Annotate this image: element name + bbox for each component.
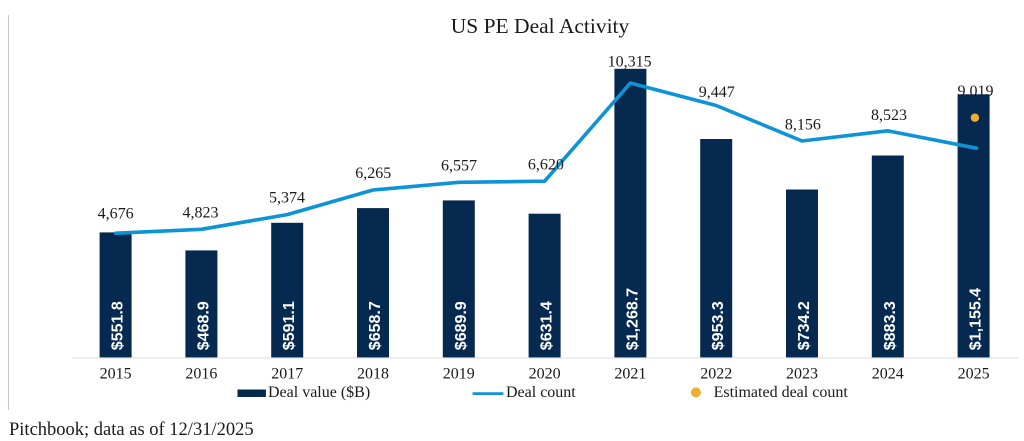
svg-text:$1,268.7: $1,268.7 [624, 288, 641, 350]
svg-text:6,265: 6,265 [355, 165, 391, 182]
svg-text:$591.1: $591.1 [281, 301, 298, 350]
svg-text:8,523: 8,523 [871, 107, 907, 124]
svg-text:2023: 2023 [786, 366, 818, 383]
svg-text:Deal count: Deal count [506, 384, 576, 401]
svg-text:$631.4: $631.4 [539, 301, 556, 350]
svg-text:$468.9: $468.9 [195, 301, 212, 350]
svg-text:$883.3: $883.3 [882, 301, 899, 350]
svg-text:$953.3: $953.3 [710, 301, 727, 350]
svg-text:2019: 2019 [443, 366, 475, 383]
svg-text:$1,155.4: $1,155.4 [968, 288, 985, 350]
svg-text:4,676: 4,676 [98, 206, 134, 223]
svg-text:8,156: 8,156 [785, 117, 821, 134]
svg-text:2020: 2020 [529, 366, 561, 383]
svg-text:2015: 2015 [100, 366, 132, 383]
svg-text:6,620: 6,620 [528, 157, 564, 174]
svg-text:Estimated deal count: Estimated deal count [714, 384, 849, 401]
svg-text:2024: 2024 [872, 366, 904, 383]
svg-text:Pitchbook; data as of 12/31/20: Pitchbook; data as of 12/31/2025 [9, 420, 254, 440]
svg-text:2022: 2022 [700, 366, 732, 383]
svg-text:10,315: 10,315 [608, 53, 652, 70]
svg-text:2025: 2025 [958, 366, 990, 383]
svg-text:9,019: 9,019 [958, 83, 994, 100]
svg-text:$551.8: $551.8 [110, 301, 127, 350]
svg-text:2018: 2018 [357, 366, 389, 383]
svg-text:5,374: 5,374 [269, 190, 305, 207]
svg-text:2021: 2021 [614, 366, 646, 383]
svg-text:9,447: 9,447 [699, 84, 735, 101]
svg-text:4,823: 4,823 [183, 205, 219, 222]
svg-text:$734.2: $734.2 [796, 301, 813, 350]
svg-text:Deal value ($B): Deal value ($B) [268, 384, 370, 401]
svg-text:$689.9: $689.9 [453, 301, 470, 350]
svg-text:$658.7: $658.7 [367, 301, 384, 350]
svg-text:6,557: 6,557 [441, 157, 477, 174]
svg-text:2016: 2016 [185, 366, 217, 383]
svg-text:2017: 2017 [271, 366, 303, 383]
svg-text:US PE Deal Activity: US PE Deal Activity [451, 14, 630, 38]
